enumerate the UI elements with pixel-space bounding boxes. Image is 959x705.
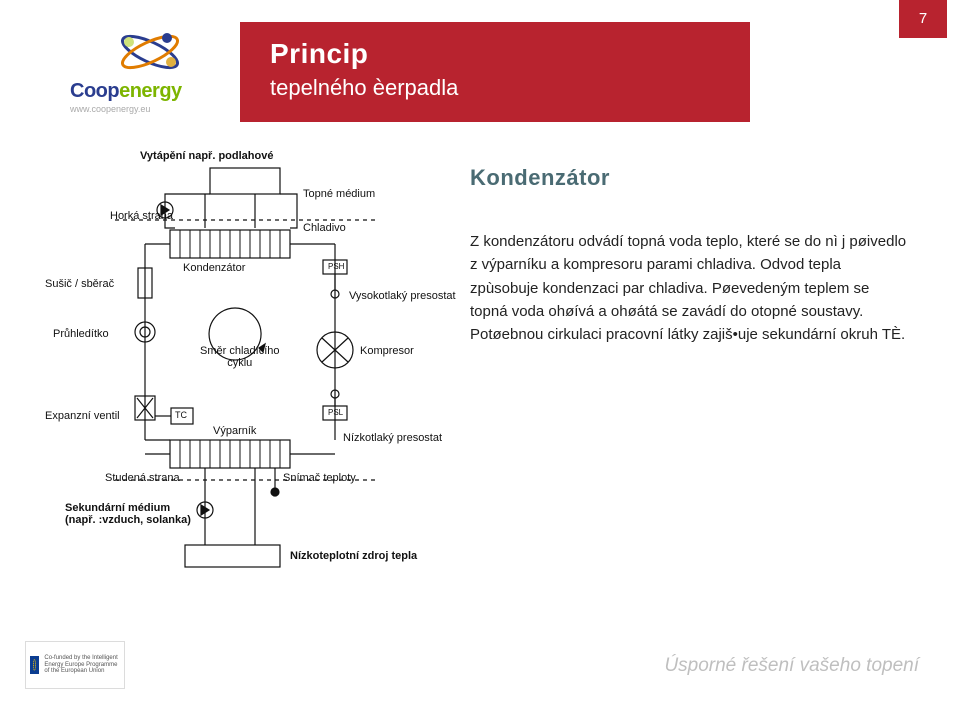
header-band — [240, 22, 750, 122]
iee-badge: Co-funded by the Intelligent Energy Euro… — [25, 641, 125, 689]
label-kondenzator: Kondenzátor — [183, 262, 245, 274]
label-studena-strana: Studená strana — [105, 472, 180, 484]
label-sekundarni: Sekundární médium (např. :vzduch, solank… — [65, 502, 191, 526]
header-title: Princip — [270, 38, 368, 70]
label-vytapeni: Vytápění např. podlahové — [140, 150, 273, 162]
label-psh: PSH — [328, 262, 344, 271]
label-susic: Sušič / sběrač — [45, 278, 114, 290]
label-vysokotlaky: Vysokotlaký presostat — [349, 290, 456, 302]
logo-text-right: energy — [119, 80, 182, 102]
header-subtitle: tepelného èerpadla — [270, 75, 458, 101]
logo-url: www.coopenergy.eu — [70, 104, 150, 114]
label-chladivo: Chladivo — [303, 222, 346, 234]
label-topne-medium: Topné médium — [303, 188, 375, 200]
label-pruhleditko: Průhledítko — [53, 328, 109, 340]
label-nizkoteplotni: Nízkoteplotní zdroj tepla — [290, 550, 417, 562]
label-expanzni: Expanzní ventil — [45, 410, 120, 422]
label-vyparnik: Výparník — [213, 425, 256, 437]
heat-pump-diagram: Vytápění např. podlahové Horká strana To… — [45, 150, 460, 580]
eu-flag-icon — [30, 656, 39, 674]
atom-icon — [115, 24, 185, 80]
label-tc: TC — [175, 410, 187, 420]
logo-text: Coopenergy — [70, 80, 182, 103]
coopenergy-logo: Coopenergy www.coopenergy.eu — [70, 30, 230, 110]
page-number: 7 — [899, 0, 947, 38]
label-horka-strana: Horká strana — [110, 210, 173, 222]
section-title: Kondenzátor — [470, 165, 610, 191]
label-kompresor: Kompresor — [360, 345, 414, 357]
label-nizkotlaky: Nízkotlaký presostat — [343, 432, 442, 444]
label-snimac: Snímač teploty — [283, 472, 356, 484]
footer-slogan: Úsporné řešení vašeho topení — [664, 655, 919, 677]
label-smer-cyklu: Směr chladícího cyklu — [200, 345, 279, 369]
body-paragraph: Z kondenzátoru odvádí topná voda teplo, … — [470, 230, 910, 346]
iee-text: Co-funded by the Intelligent Energy Euro… — [44, 655, 120, 676]
logo-text-left: Coop — [70, 80, 119, 102]
label-psl: PSL — [328, 408, 343, 417]
